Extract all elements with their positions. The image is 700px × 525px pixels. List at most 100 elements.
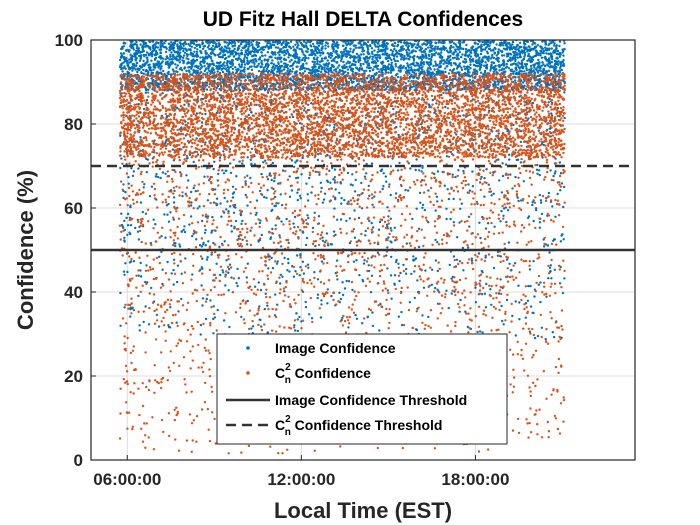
data-point bbox=[330, 52, 333, 55]
data-point bbox=[540, 326, 544, 329]
data-point bbox=[230, 276, 233, 279]
data-point bbox=[516, 52, 519, 55]
data-point bbox=[155, 81, 158, 85]
data-point bbox=[193, 59, 196, 63]
data-point bbox=[517, 66, 520, 69]
data-point bbox=[338, 54, 341, 57]
data-point bbox=[553, 172, 556, 175]
data-point bbox=[323, 66, 326, 69]
data-point bbox=[253, 285, 257, 288]
data-point bbox=[182, 44, 185, 47]
data-point bbox=[456, 236, 459, 239]
data-point bbox=[437, 66, 441, 69]
data-point bbox=[366, 63, 369, 67]
data-point bbox=[421, 53, 424, 56]
data-point bbox=[318, 51, 321, 54]
data-point bbox=[346, 60, 350, 63]
data-point bbox=[167, 72, 170, 76]
data-point bbox=[533, 295, 536, 298]
data-point bbox=[341, 54, 345, 58]
data-point bbox=[444, 82, 447, 85]
data-point bbox=[414, 50, 417, 53]
data-point bbox=[145, 98, 149, 102]
data-point bbox=[146, 60, 149, 64]
data-point bbox=[489, 42, 492, 45]
data-point bbox=[195, 58, 199, 62]
data-point bbox=[378, 329, 381, 332]
data-point bbox=[237, 56, 240, 60]
data-point bbox=[366, 315, 369, 318]
data-point bbox=[155, 173, 158, 176]
data-point bbox=[271, 69, 274, 73]
data-point bbox=[301, 44, 304, 47]
data-point bbox=[168, 58, 171, 61]
data-point bbox=[215, 197, 219, 200]
data-point bbox=[390, 297, 393, 300]
data-point bbox=[351, 69, 354, 72]
data-point bbox=[501, 42, 504, 45]
data-point bbox=[425, 43, 428, 47]
data-point bbox=[486, 52, 489, 55]
data-point bbox=[406, 62, 409, 65]
data-point bbox=[130, 57, 133, 60]
data-point bbox=[397, 315, 400, 318]
data-point bbox=[387, 59, 390, 63]
data-point bbox=[461, 53, 464, 56]
data-point bbox=[153, 66, 156, 69]
data-point bbox=[484, 46, 488, 49]
data-point bbox=[497, 48, 500, 51]
data-point bbox=[203, 64, 206, 68]
data-point bbox=[142, 68, 145, 72]
data-point bbox=[533, 66, 536, 69]
data-point bbox=[135, 61, 139, 65]
data-point bbox=[305, 46, 308, 49]
data-point bbox=[505, 220, 508, 224]
data-point bbox=[558, 53, 561, 56]
data-point bbox=[547, 43, 550, 47]
data-point bbox=[253, 65, 256, 68]
data-point bbox=[511, 58, 514, 61]
data-point bbox=[396, 169, 400, 172]
data-point bbox=[394, 62, 397, 66]
data-point bbox=[493, 51, 496, 54]
data-point bbox=[321, 239, 325, 242]
data-point bbox=[389, 193, 392, 197]
data-point bbox=[406, 46, 410, 49]
data-point bbox=[482, 43, 486, 46]
data-point bbox=[293, 54, 296, 58]
data-point bbox=[264, 63, 268, 66]
data-point bbox=[502, 60, 505, 63]
data-point bbox=[127, 50, 131, 53]
data-point bbox=[472, 63, 476, 67]
data-point bbox=[405, 53, 409, 56]
data-point bbox=[126, 72, 130, 75]
data-point bbox=[522, 50, 526, 53]
data-point bbox=[445, 207, 448, 210]
data-point bbox=[558, 282, 562, 285]
data-point bbox=[141, 65, 144, 68]
data-point bbox=[563, 42, 566, 45]
data-point bbox=[389, 48, 393, 52]
data-point bbox=[504, 70, 507, 73]
data-point bbox=[150, 286, 153, 290]
data-point bbox=[200, 165, 203, 168]
data-point bbox=[514, 59, 517, 63]
data-point bbox=[219, 61, 222, 64]
data-point bbox=[317, 66, 321, 69]
data-point bbox=[199, 62, 202, 65]
data-point bbox=[145, 51, 149, 54]
data-point bbox=[153, 58, 157, 61]
data-point bbox=[449, 61, 453, 65]
data-point bbox=[458, 43, 462, 47]
data-point bbox=[307, 103, 310, 107]
data-point bbox=[338, 68, 342, 72]
data-point bbox=[427, 61, 430, 64]
data-point bbox=[558, 44, 561, 48]
data-point bbox=[152, 62, 155, 66]
data-point bbox=[365, 148, 368, 151]
data-point bbox=[410, 68, 413, 71]
data-point bbox=[220, 64, 223, 67]
data-point bbox=[246, 204, 249, 207]
data-point bbox=[452, 51, 456, 54]
data-point bbox=[481, 75, 484, 78]
